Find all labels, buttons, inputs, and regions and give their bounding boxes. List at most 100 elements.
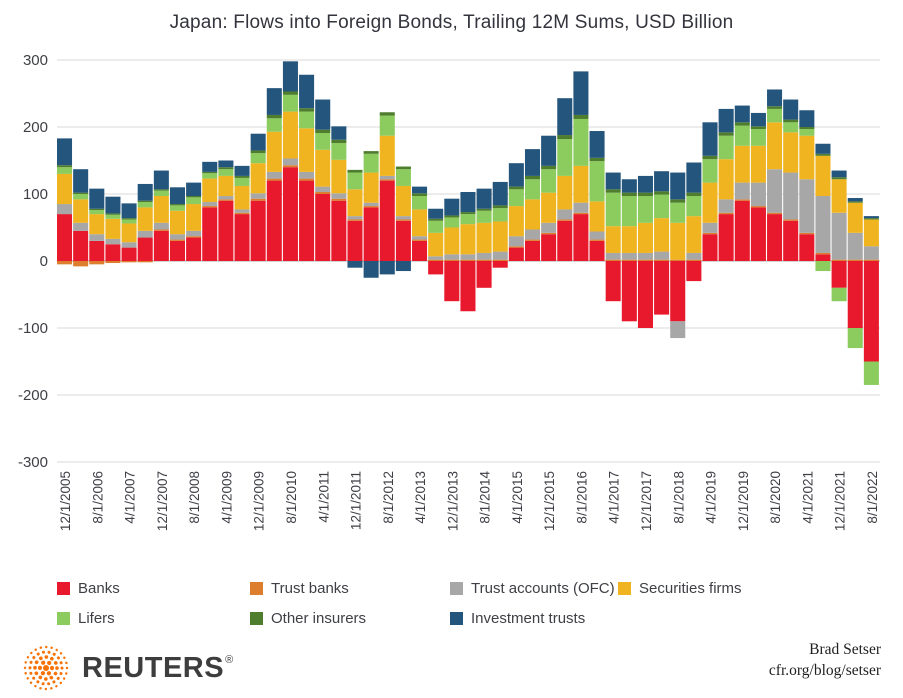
bar-segment (508, 189, 524, 207)
bar-segment (73, 261, 89, 267)
bar-segment (654, 259, 670, 261)
bar-segment (815, 261, 831, 272)
bar-segment (589, 157, 605, 162)
bar-segment (492, 259, 508, 261)
bar-segment (863, 216, 879, 219)
bar-segment (299, 108, 315, 112)
bar-segment (89, 261, 105, 265)
bar-segment (169, 205, 185, 211)
credit-url: cfr.org/blog/setser (768, 661, 881, 679)
bar-segment (476, 222, 492, 253)
legend-label: Trust accounts (OFC) (471, 580, 615, 597)
x-tick-label: 8/1/2008 (187, 471, 202, 524)
x-tick-label: 8/1/2014 (478, 471, 493, 524)
credit: Brad Setser cfr.org/blog/setser (769, 640, 881, 682)
bar-segment (799, 179, 815, 233)
bar-segment (831, 179, 847, 213)
x-tick-label: 12/1/2019 (736, 471, 751, 531)
bar-segment (57, 167, 73, 174)
bar-segment (395, 261, 411, 272)
bar-segment (315, 194, 331, 261)
bar-segment (428, 261, 444, 275)
bar-segment (105, 214, 121, 219)
bar-segment (395, 220, 411, 261)
x-tick-label: 8/1/2022 (865, 471, 880, 524)
bar-segment (492, 261, 508, 268)
bar-segment (282, 94, 298, 112)
bar-segment (73, 194, 89, 200)
bar-segment (89, 214, 105, 235)
bar-segment (347, 216, 363, 220)
bar-segment (460, 259, 476, 261)
y-tick-label: -200 (18, 387, 48, 404)
bar-segment (492, 208, 508, 222)
bar-segment (347, 261, 363, 268)
bar-segment (363, 206, 379, 208)
bar-segment (266, 171, 282, 179)
legend-item-securities-firms: Securities firms (618, 580, 880, 597)
bar-segment (299, 178, 315, 181)
legend-item-banks: Banks (57, 580, 250, 597)
bar-segment (815, 254, 831, 261)
bar-segment (605, 189, 621, 193)
bar-segment (734, 182, 750, 200)
bar-segment (460, 254, 476, 260)
bar-segment (412, 240, 428, 261)
bar-segment (73, 230, 89, 261)
x-tick-label: 12/1/2011 (349, 471, 364, 530)
bar-segment (428, 218, 444, 221)
bar-segment (637, 196, 653, 223)
bar-segment (137, 237, 153, 261)
bar-segment (169, 240, 185, 261)
bar-segment (557, 175, 573, 210)
legend-swatch (618, 582, 631, 595)
bar-segment (476, 261, 492, 288)
bar-segment (73, 169, 89, 193)
bar-segment (847, 232, 863, 260)
bar-segment (750, 207, 766, 261)
bar-segment (331, 126, 347, 140)
bar-segment (218, 199, 234, 201)
bar-segment (670, 222, 686, 260)
bar-segment (202, 202, 218, 207)
bar-segment (347, 189, 363, 217)
bar-segment (315, 129, 331, 134)
bar-segment (234, 165, 250, 176)
bar-segment (702, 159, 718, 183)
bar-segment (847, 201, 863, 203)
bar-segment (121, 261, 137, 263)
legend-label: Securities firms (639, 580, 742, 597)
bar-segment (799, 234, 815, 261)
bar-segment (686, 216, 702, 253)
x-tick-label: 8/1/2012 (381, 471, 396, 524)
bar-segment (637, 252, 653, 260)
bar-segment (282, 165, 298, 168)
x-tick-label: 12/1/2009 (252, 471, 267, 531)
legend-swatch (450, 582, 463, 595)
bar-segment (89, 210, 105, 215)
bar-segment (670, 199, 686, 203)
y-tick-label: 200 (23, 119, 48, 136)
bar-segment (831, 170, 847, 178)
bar-segment (831, 177, 847, 180)
bar-segment (605, 192, 621, 227)
y-tick-label: -300 (18, 454, 48, 471)
y-tick-label: -100 (18, 320, 48, 337)
bar-segment (315, 191, 331, 194)
legend-item-lifers: Lifers (57, 610, 250, 627)
bar-segment (718, 212, 734, 215)
bar-segment (783, 132, 799, 173)
bar-segment (847, 259, 863, 261)
bar-segment (412, 209, 428, 237)
bar-segment (476, 259, 492, 261)
bar-segment (734, 105, 750, 123)
bar-segment (315, 99, 331, 130)
bar-segment (57, 214, 73, 261)
bar-segment (750, 129, 766, 146)
bar-segment (202, 161, 218, 172)
bar-segment (476, 210, 492, 223)
bar-segment (234, 185, 250, 210)
bar-segment (686, 261, 702, 282)
bar-segment (218, 160, 234, 168)
